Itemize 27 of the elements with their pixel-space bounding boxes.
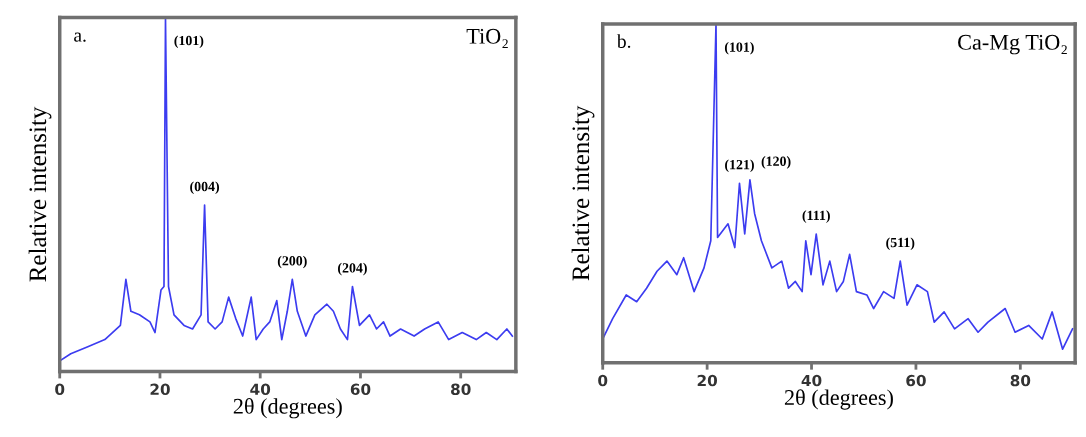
x-tick-label: 0 [598, 374, 608, 387]
y-axis-title: Relative intensity [28, 106, 52, 282]
annotation: (121) [725, 159, 754, 173]
x-tick-label: 80 [1010, 374, 1031, 387]
x-tick-label: 20 [150, 383, 170, 396]
y-axis-title: Relative intensity [571, 105, 595, 281]
x-axis-title: 2θ (degrees) [784, 389, 893, 410]
annotation: (120) [761, 156, 791, 169]
annotation: (004) [190, 181, 220, 194]
chart-title: Ca-Mg TiO₂ [958, 34, 1067, 55]
annotation: (111) [802, 210, 830, 223]
x-tick-label: 60 [906, 374, 926, 387]
x-tick-label: 40 [250, 383, 271, 396]
x-tick-label: 60 [350, 383, 371, 396]
x-tick-label: 80 [451, 383, 471, 396]
x-tick-label: 0 [55, 383, 65, 396]
x-tick-label: 20 [697, 374, 718, 387]
annotation: (200) [277, 255, 307, 269]
x-tick-label: 40 [801, 374, 822, 387]
annotation: a. [74, 32, 86, 42]
annotation: (101) [174, 35, 204, 49]
annotation: (101) [724, 42, 754, 55]
annotation: (511) [886, 237, 915, 250]
annotation: (204) [338, 262, 367, 276]
x-axis-title: 2θ (degrees) [233, 398, 342, 419]
chart-title: TiO₂ [466, 28, 508, 49]
annotation: b. [616, 34, 631, 48]
